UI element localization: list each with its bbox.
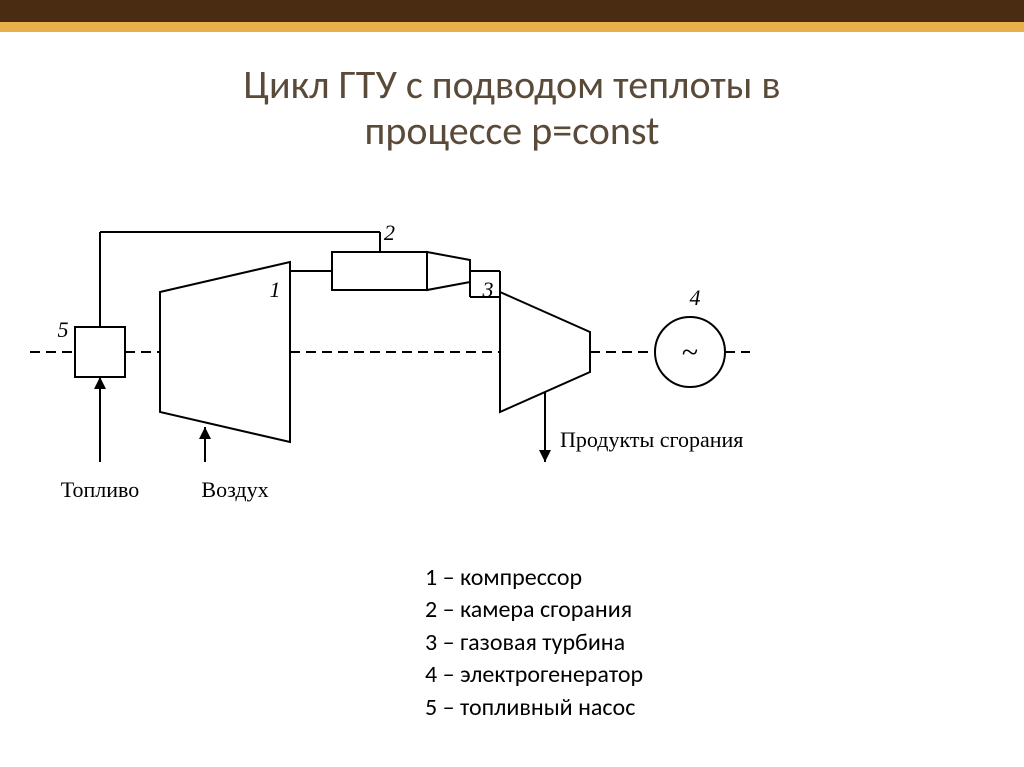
legend-item: 2 – камера сгорания xyxy=(425,594,643,626)
title-line-1: Цикл ГТУ с подводом теплоты в xyxy=(243,60,780,109)
gtu-diagram: ~1 2 3 4 5 Топливо Воздух Продукты сгорания xyxy=(30,202,750,552)
legend-block: 1 – компрессор 2 – камера сгорания 3 – г… xyxy=(425,562,643,724)
gtu-diagram-svg: ~1 2 3 4 5 Топливо Воздух Продукты сгорания xyxy=(30,202,750,532)
legend-item: 1 – компрессор xyxy=(425,562,643,594)
svg-text:4: 4 xyxy=(690,285,701,310)
svg-text:Продукты сгорания: Продукты сгорания xyxy=(560,427,743,452)
svg-text:5: 5 xyxy=(58,317,69,342)
slide-title: Цикл ГТУ с подводом теплоты в процессе p… xyxy=(0,62,1024,154)
slide-accent-bar xyxy=(0,22,1024,32)
svg-text:Воздух: Воздух xyxy=(201,477,268,502)
svg-text:3: 3 xyxy=(482,277,494,302)
svg-text:Топливо: Топливо xyxy=(61,477,140,502)
legend-item: 4 – электрогенератор xyxy=(425,659,643,691)
svg-text:1: 1 xyxy=(270,277,281,302)
slide-top-bar xyxy=(0,0,1024,22)
svg-text:2: 2 xyxy=(384,220,395,245)
legend-item: 5 – топливный насос xyxy=(425,692,643,724)
title-line-2: процессе p=const xyxy=(365,106,660,155)
legend-item: 3 – газовая турбина xyxy=(425,627,643,659)
svg-text:~: ~ xyxy=(682,336,698,369)
slide-body: Цикл ГТУ с подводом теплоты в процессе p… xyxy=(0,32,1024,767)
